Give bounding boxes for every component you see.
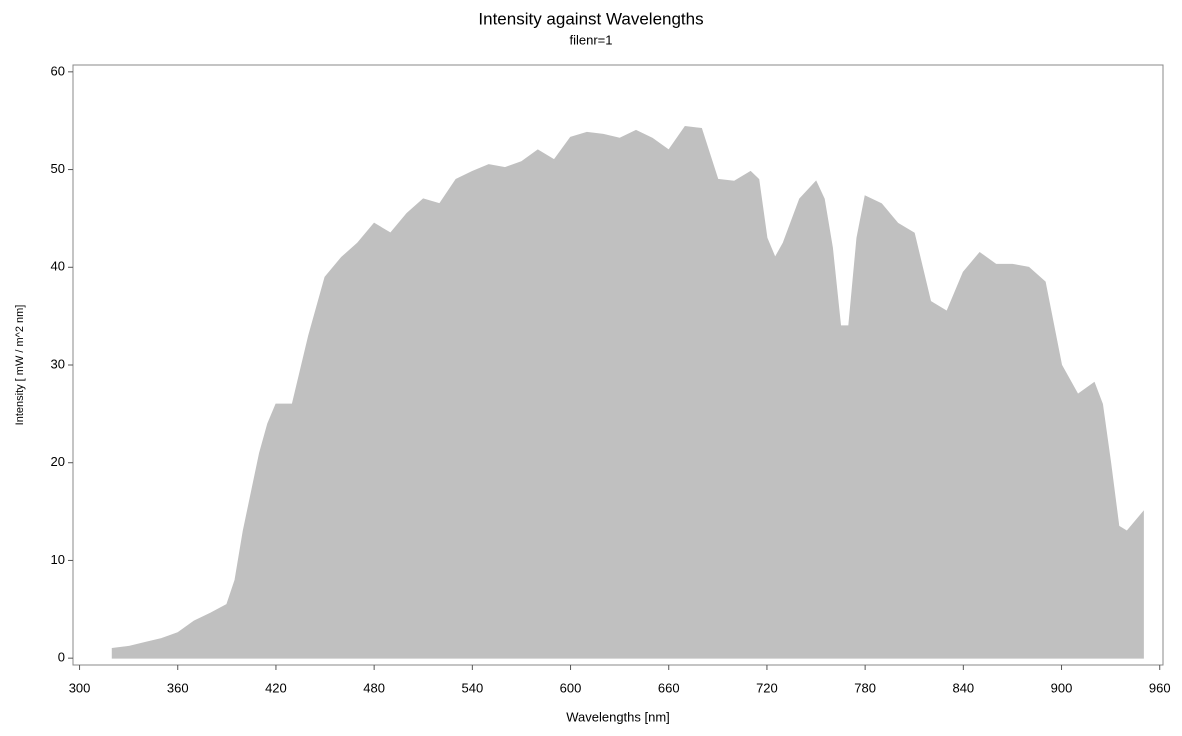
- x-tick-label: 540: [461, 680, 483, 695]
- y-tick-label: 60: [51, 63, 65, 78]
- x-tick-label: 840: [952, 680, 974, 695]
- x-tick-label: 720: [756, 680, 778, 695]
- x-tick-label: 420: [265, 680, 287, 695]
- y-axis-label: Intensity [ mW / m^2 nm]: [14, 305, 26, 426]
- x-axis-label: Wavelengths [nm]: [566, 709, 670, 724]
- x-tick-label: 780: [854, 680, 876, 695]
- x-tick-label: 360: [167, 680, 189, 695]
- y-tick-label: 10: [51, 552, 65, 567]
- y-tick-label: 30: [51, 356, 65, 371]
- y-tick-label: 0: [58, 650, 65, 665]
- y-tick-label: 40: [51, 259, 65, 274]
- x-tick-label: 660: [658, 680, 680, 695]
- y-tick-label: 50: [51, 161, 65, 176]
- x-tick-label: 900: [1051, 680, 1073, 695]
- x-tick-label: 960: [1149, 680, 1171, 695]
- chart-subtitle: filenr=1: [570, 32, 613, 47]
- area: [111, 126, 1144, 659]
- x-tick-label: 600: [560, 680, 582, 695]
- x-tick-label: 480: [363, 680, 385, 695]
- x-tick-label: 300: [69, 680, 91, 695]
- y-tick-label: 20: [51, 454, 65, 469]
- chart-title: Intensity against Wavelengths: [478, 9, 703, 28]
